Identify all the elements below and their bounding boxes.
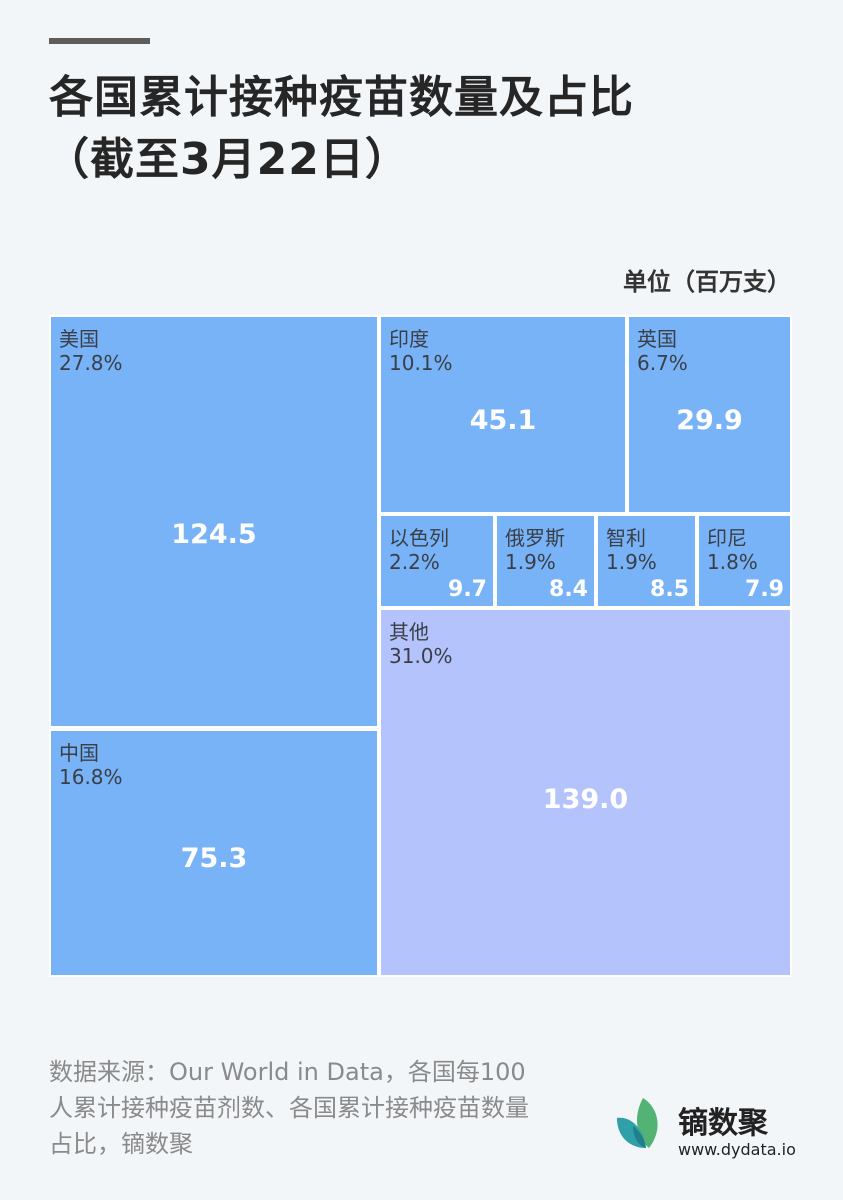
tile-other: 其他 31.0% 139.0 — [379, 608, 792, 977]
tile-label: 其他 — [389, 620, 429, 644]
tile-chile: 智利 1.9% 8.5 — [596, 514, 697, 608]
tile-uk: 英国 6.7% 29.9 — [627, 315, 792, 514]
tile-israel: 以色列 2.2% 9.7 — [379, 514, 495, 608]
unit-label: 单位（百万支） — [623, 268, 791, 296]
tile-value: 8.5 — [650, 577, 689, 602]
logo-name: 镝数聚 — [678, 1106, 768, 1141]
tile-label: 印尼 — [707, 526, 747, 550]
tile-label: 以色列 — [389, 526, 449, 550]
tile-label: 美国 — [59, 327, 99, 351]
tile-value: 75.3 — [180, 843, 248, 874]
tile-percent: 31.0% — [389, 644, 453, 668]
tile-china: 中国 16.8% 75.3 — [49, 729, 379, 977]
tile-percent: 1.8% — [707, 550, 758, 574]
tile-value: 9.7 — [448, 577, 487, 602]
tile-label: 智利 — [606, 526, 646, 550]
tile-percent: 1.9% — [505, 550, 556, 574]
leaf-logo-icon — [617, 1098, 658, 1148]
tile-value: 29.9 — [676, 405, 743, 436]
tile-percent: 6.7% — [637, 351, 688, 375]
tile-value: 45.1 — [469, 405, 537, 436]
tile-value: 8.4 — [549, 577, 588, 602]
top-rule — [49, 38, 150, 44]
tile-label: 英国 — [637, 327, 677, 351]
tile-value: 7.9 — [745, 577, 784, 602]
title-line-1: 各国累计接种疫苗数量及占比 — [49, 72, 634, 123]
tile-percent: 1.9% — [606, 550, 657, 574]
logo-url: www.dydata.io — [678, 1140, 796, 1159]
tile-us: 美国 27.8% 124.5 — [49, 315, 379, 728]
page-title: 各国累计接种疫苗数量及占比 （截至3月22日） — [45, 70, 634, 188]
tile-percent: 10.1% — [389, 351, 453, 375]
title-line-2: （截至3月22日） — [45, 134, 410, 185]
tile-label: 印度 — [389, 327, 429, 351]
tile-russia: 俄罗斯 1.9% 8.4 — [495, 514, 596, 608]
tile-label: 中国 — [59, 741, 99, 765]
tile-percent: 16.8% — [59, 765, 123, 789]
tile-india: 印度 10.1% 45.1 — [379, 315, 627, 514]
tile-percent: 2.2% — [389, 550, 440, 574]
tile-value: 124.5 — [171, 519, 257, 550]
tile-percent: 27.8% — [59, 351, 123, 375]
tile-label: 俄罗斯 — [505, 526, 565, 550]
tile-indonesia: 印尼 1.8% 7.9 — [697, 514, 792, 608]
tile-value: 139.0 — [542, 784, 629, 815]
source-note: 数据来源：Our World in Data，各国每100人累计接种疫苗剂数、各… — [49, 1058, 529, 1158]
